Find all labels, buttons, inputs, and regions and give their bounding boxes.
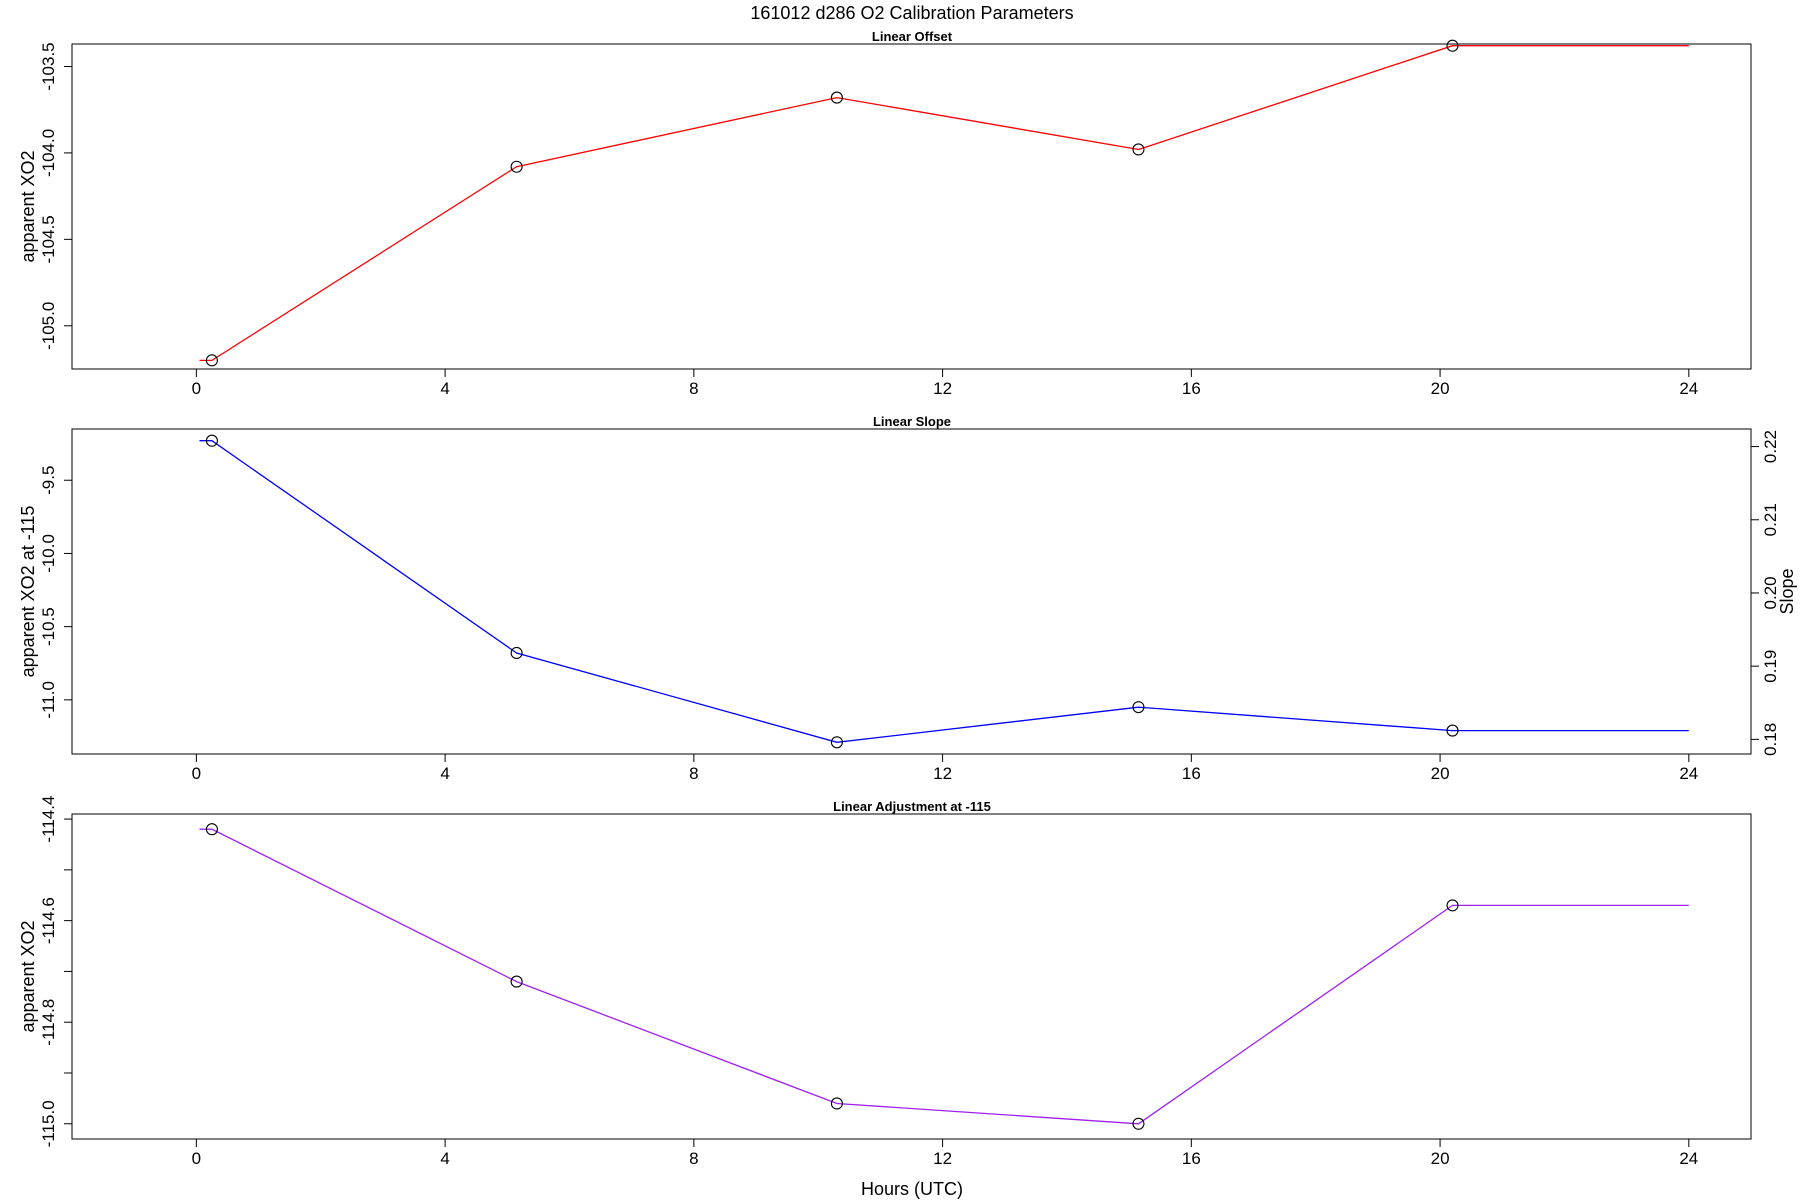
data-point-linear-adjustment: [205, 823, 218, 836]
data-point-linear-offset: [205, 354, 218, 367]
y-tick-label: -114.4: [39, 796, 58, 843]
plot-frame-linear-adjustment: [71, 813, 1752, 1140]
x-tick-label: 0: [192, 764, 201, 783]
y-tick-label: -114.8: [39, 999, 58, 1046]
data-point-linear-offset: [1132, 143, 1145, 156]
x-tick-label: 0: [192, 1149, 201, 1168]
y2-tick-label: 0.20: [1761, 576, 1780, 609]
data-point-linear-offset: [830, 91, 843, 104]
y2-axis-label: Slope: [1777, 568, 1797, 614]
data-point-linear-slope: [1446, 724, 1459, 737]
y2-tick-label: 0.18: [1761, 723, 1780, 756]
series-line-linear-slope: [199, 440, 1689, 743]
y-tick-label: -115.0: [39, 1100, 58, 1147]
x-tick-label: 16: [1182, 379, 1201, 398]
x-tick-label: 20: [1431, 379, 1450, 398]
x-tick-label: 20: [1431, 1149, 1450, 1168]
figure-title: 161012 d286 O2 Calibration Parameters: [750, 3, 1073, 23]
panel-linear-slope: Linear Slope 0 4 8 12 16 20 24 -11.0 -10.5 -10.0 -…: [18, 414, 1797, 783]
data-point-linear-slope: [510, 646, 523, 660]
x-tick-label: 4: [440, 379, 449, 398]
x-tick-label: 24: [1679, 1149, 1698, 1168]
data-point-linear-adjustment: [1446, 899, 1459, 912]
panel-linear-offset: Linear Offset 0 4 8 12 16 20 24 -105.0 -104.5 -10…: [18, 29, 1752, 398]
data-point-linear-offset: [1446, 39, 1459, 52]
data-point-linear-slope: [205, 434, 218, 447]
data-point-linear-adjustment: [1132, 1117, 1145, 1130]
x-tick-label: 12: [933, 764, 952, 783]
y-axis-label-linear-slope: apparent XO2 at -115: [18, 506, 38, 678]
x-tick-label: 16: [1182, 1149, 1201, 1168]
data-point-linear-adjustment: [510, 975, 523, 988]
panel-title-linear-offset: Linear Offset: [872, 29, 953, 44]
x-tick-label: 12: [933, 1149, 952, 1168]
panel-title-linear-slope: Linear Slope: [873, 414, 951, 429]
y-axis-label-linear-adjustment: apparent XO2: [18, 920, 38, 1032]
plot-frame-linear-slope: [71, 428, 1752, 755]
y2-tick-label: 0.22: [1761, 430, 1780, 463]
x-tick-label: 4: [440, 1149, 449, 1168]
y2-tick-label: 0.21: [1761, 503, 1780, 536]
y2-tick-label: 0.19: [1761, 650, 1780, 683]
y-tick-label: -104.0: [39, 129, 58, 177]
y-tick-label: -103.5: [39, 42, 58, 90]
y-tick-label: -11.0: [39, 681, 58, 719]
x-tick-label: 0: [192, 379, 201, 398]
data-point-linear-slope: [1132, 701, 1145, 714]
x-tick-label: 24: [1679, 379, 1698, 398]
y-tick-label: -105.0: [39, 302, 58, 350]
x-tick-label: 24: [1679, 764, 1698, 783]
panel-linear-adjustment: Linear Adjustment at -115 0 4 8 12 16 20 24 -11…: [18, 796, 1752, 1168]
x-tick-label: 20: [1431, 764, 1450, 783]
data-point-linear-offset: [510, 160, 523, 173]
data-point-linear-adjustment: [830, 1097, 843, 1110]
x-tick-label: 16: [1182, 764, 1201, 783]
x-tick-label: 8: [689, 1149, 698, 1168]
x-tick-label: 12: [933, 379, 952, 398]
x-tick-label: 8: [689, 764, 698, 783]
y-axis-label-linear-offset: apparent XO2: [18, 150, 38, 262]
series-line-linear-adjustment: [199, 828, 1689, 1125]
x-tick-label: 8: [689, 379, 698, 398]
data-point-linear-slope: [830, 736, 843, 749]
x-axis-label: Hours (UTC): [861, 1179, 963, 1199]
y-tick-label: -10.5: [39, 607, 58, 646]
y-tick-label: -9.5: [39, 466, 58, 495]
panel-title-linear-adjustment: Linear Adjustment at -115: [833, 799, 991, 814]
y-tick-label: -104.5: [39, 215, 58, 263]
y-tick-label: -10.0: [39, 534, 58, 573]
x-tick-label: 4: [440, 764, 449, 783]
y-tick-label: -114.6: [39, 897, 58, 944]
plot-frame-linear-offset: [71, 43, 1752, 370]
series-line-linear-offset: [199, 45, 1689, 362]
